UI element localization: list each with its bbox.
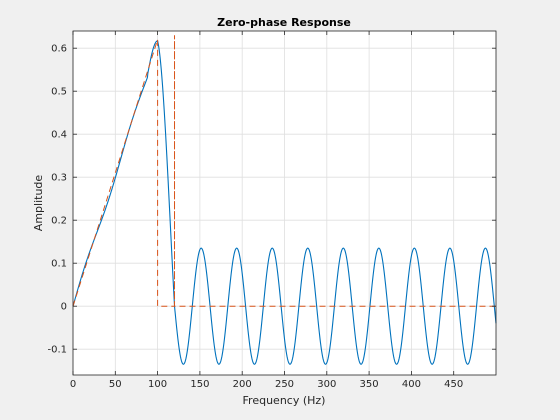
x-tick-labels: 0 50 100 150 200 250 300 350 400 450 [70, 379, 463, 390]
x-tick-label: 350 [360, 379, 379, 390]
y-tick-label: 0 [61, 302, 67, 313]
y-tick-label: 0.3 [51, 173, 67, 184]
filter-response-line [72, 40, 497, 365]
y-tick-label: 0.4 [51, 130, 67, 141]
x-tick-label: 150 [190, 379, 209, 390]
x-tick-label: 400 [402, 379, 421, 390]
x-tick-label: 450 [444, 379, 463, 390]
x-tick-label: 0 [70, 379, 76, 390]
x-axis-label: Frequency (Hz) [243, 394, 326, 407]
y-tick-labels: -0.1 0 0.1 0.2 0.3 0.4 0.5 0.6 [47, 44, 67, 356]
y-axis-label: Amplitude [32, 175, 45, 232]
y-tick-label: 0.6 [51, 44, 67, 55]
x-tick-label: 300 [317, 379, 336, 390]
grid-lines [72, 31, 496, 375]
chart-title: Zero-phase Response [217, 16, 351, 29]
x-tick-label: 200 [233, 379, 252, 390]
y-tick-label: 0.5 [51, 87, 67, 98]
y-tick-label: 0.1 [51, 259, 67, 270]
x-tick-label: 50 [109, 379, 122, 390]
ideal-response-dashed-line [72, 35, 496, 307]
y-tick-label: -0.1 [47, 345, 67, 356]
x-tick-label: 250 [275, 379, 294, 390]
y-tick-label: 0.2 [51, 216, 67, 227]
x-tick-label: 100 [148, 379, 167, 390]
tick-marks [72, 31, 496, 375]
series-group [72, 35, 497, 365]
